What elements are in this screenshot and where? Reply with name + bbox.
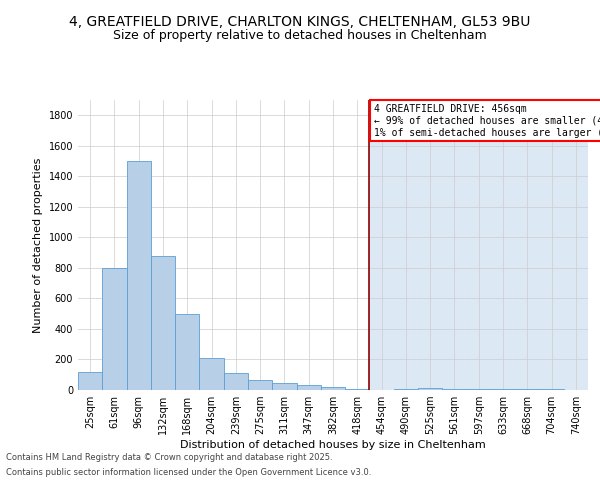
Bar bbox=[127, 161, 151, 390]
Bar bbox=[102, 268, 127, 390]
Bar bbox=[515, 389, 539, 390]
Bar bbox=[345, 389, 370, 390]
Bar bbox=[321, 387, 345, 390]
Bar bbox=[78, 100, 370, 390]
Bar bbox=[394, 389, 418, 390]
Bar bbox=[467, 389, 491, 390]
Bar bbox=[224, 373, 248, 390]
Bar bbox=[539, 389, 564, 390]
Bar bbox=[370, 100, 588, 390]
Bar bbox=[151, 256, 175, 390]
Text: Size of property relative to detached houses in Cheltenham: Size of property relative to detached ho… bbox=[113, 28, 487, 42]
Bar bbox=[272, 383, 296, 390]
Y-axis label: Number of detached properties: Number of detached properties bbox=[33, 158, 43, 332]
Text: 4, GREATFIELD DRIVE, CHARLTON KINGS, CHELTENHAM, GL53 9BU: 4, GREATFIELD DRIVE, CHARLTON KINGS, CHE… bbox=[70, 16, 530, 30]
Bar bbox=[199, 358, 224, 390]
Bar bbox=[248, 380, 272, 390]
Bar bbox=[175, 314, 199, 390]
Text: Contains public sector information licensed under the Open Government Licence v3: Contains public sector information licen… bbox=[6, 468, 371, 477]
Text: 4 GREATFIELD DRIVE: 456sqm
← 99% of detached houses are smaller (4,264)
1% of se: 4 GREATFIELD DRIVE: 456sqm ← 99% of deta… bbox=[374, 104, 600, 138]
Text: Contains HM Land Registry data © Crown copyright and database right 2025.: Contains HM Land Registry data © Crown c… bbox=[6, 453, 332, 462]
Bar bbox=[491, 389, 515, 390]
Bar bbox=[418, 388, 442, 390]
Bar bbox=[78, 372, 102, 390]
Bar bbox=[296, 386, 321, 390]
X-axis label: Distribution of detached houses by size in Cheltenham: Distribution of detached houses by size … bbox=[180, 440, 486, 450]
Bar bbox=[442, 389, 467, 390]
